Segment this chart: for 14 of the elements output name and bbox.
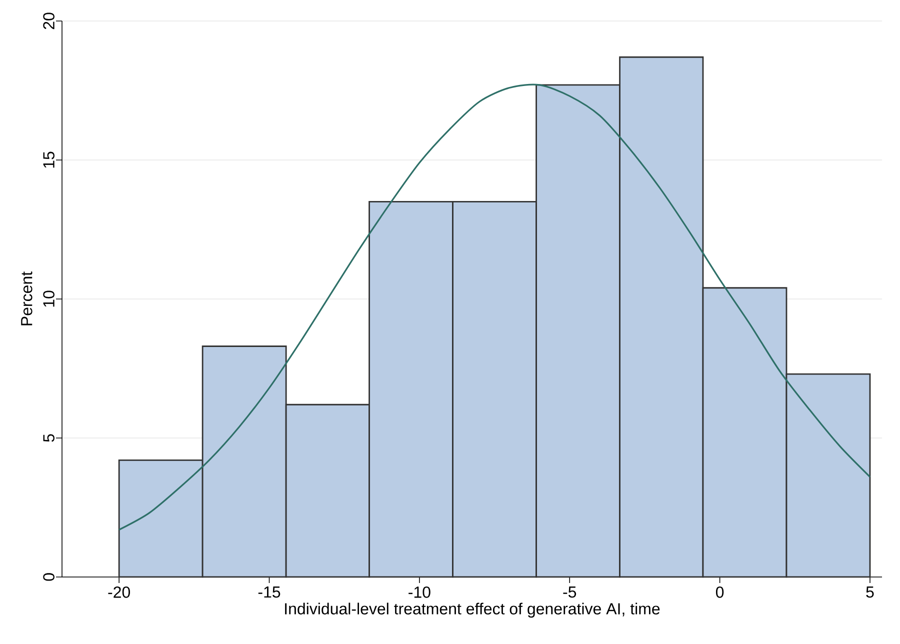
line-series — [118, 84, 871, 531]
x-tick-label: 5 — [866, 586, 874, 598]
y-tick-label: 0 — [43, 573, 54, 581]
y-tick-label: 10 — [43, 290, 54, 307]
y-axis-title: Percent — [21, 272, 32, 326]
x-tick-label: -10 — [408, 586, 430, 598]
y-tick-label: 15 — [43, 152, 54, 168]
x-tick-label: -5 — [563, 586, 576, 598]
x-tick-label: -20 — [108, 586, 130, 598]
x-tick-label: 0 — [716, 586, 724, 598]
x-tick-label: -15 — [258, 586, 280, 598]
x-axis-title: Individual-level treatment effect of generative AI, time — [285, 602, 660, 618]
y-tick-label: 5 — [43, 434, 54, 442]
y-tick-label: 20 — [43, 12, 54, 30]
